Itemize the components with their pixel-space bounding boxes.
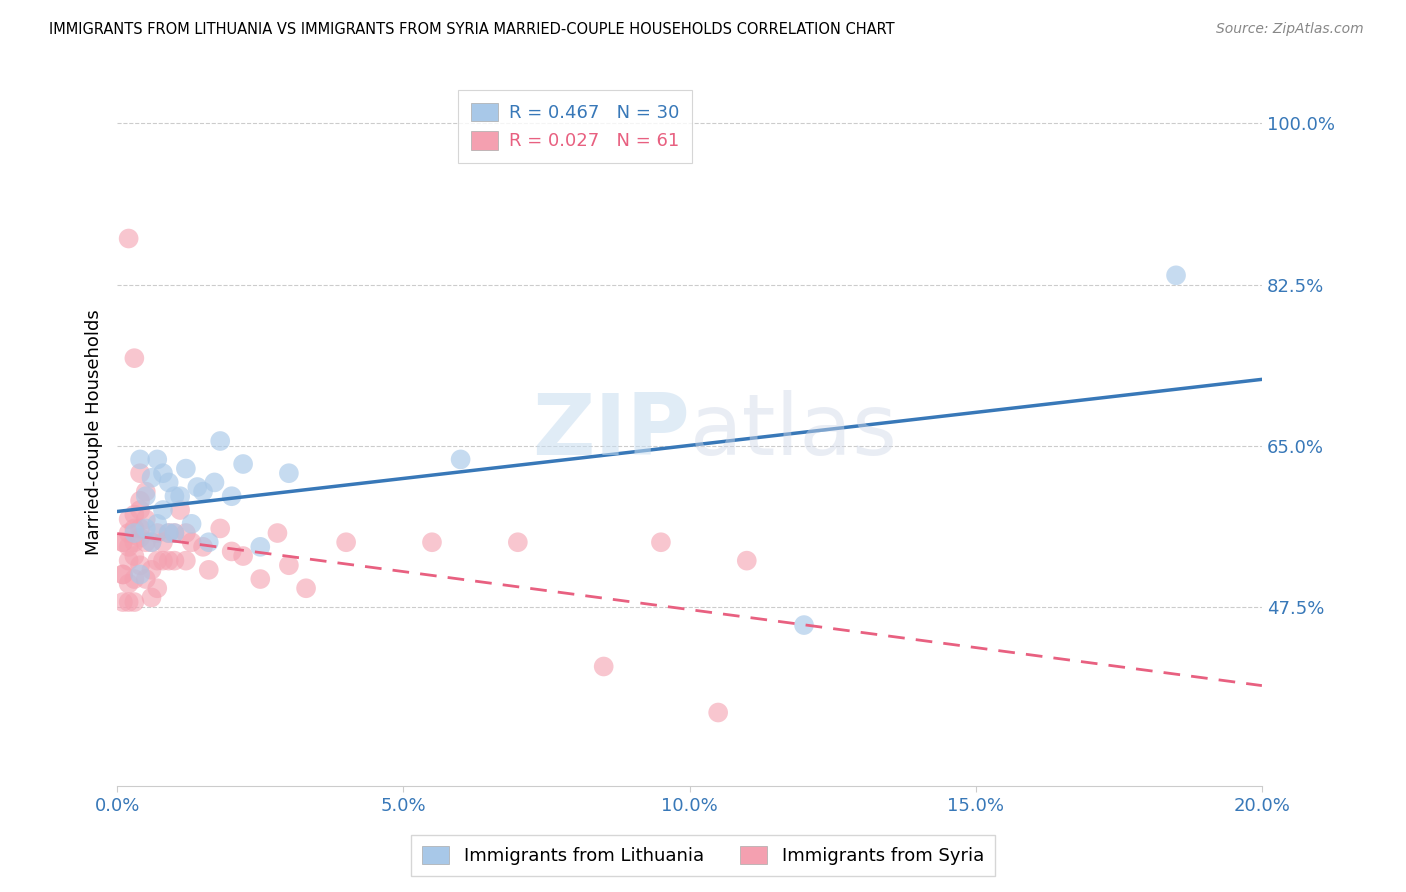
Point [232,549,254,563]
Point [506,535,529,549]
Point [146,516,169,531]
Point [141,471,163,485]
Point [266,526,288,541]
Point [221,489,243,503]
Point [117,576,139,591]
Point [124,549,146,563]
Point [129,567,152,582]
Point [157,526,180,541]
Point [169,503,191,517]
Point [129,493,152,508]
Point [111,567,134,582]
Point [129,467,152,481]
Point [117,554,139,568]
Point [221,544,243,558]
Point [135,535,157,549]
Point [117,512,139,526]
Point [124,572,146,586]
Point [793,618,815,632]
Point [163,554,186,568]
Point [335,535,357,549]
Point [197,563,219,577]
Point [277,558,299,573]
Point [124,535,146,549]
Point [163,489,186,503]
Point [135,521,157,535]
Point [124,526,146,541]
Point [191,484,214,499]
Point [141,563,163,577]
Point [124,508,146,522]
Point [232,457,254,471]
Text: ZIP: ZIP [531,391,689,474]
Point [169,489,191,503]
Point [163,526,186,541]
Legend: R = 0.467   N = 30, R = 0.027   N = 61: R = 0.467 N = 30, R = 0.027 N = 61 [458,90,692,163]
Point [135,484,157,499]
Point [146,581,169,595]
Legend: Immigrants from Lithuania, Immigrants from Syria: Immigrants from Lithuania, Immigrants fr… [412,835,994,876]
Point [117,595,139,609]
Point [135,512,157,526]
Point [249,540,271,554]
Point [174,526,197,541]
Point [129,452,152,467]
Point [124,521,146,535]
Point [111,595,134,609]
Point [117,526,139,541]
Point [209,521,232,535]
Point [295,581,318,595]
Y-axis label: Married-couple Households: Married-couple Households [86,309,103,555]
Point [180,516,202,531]
Point [157,526,180,541]
Point [135,489,157,503]
Point [186,480,208,494]
Text: atlas: atlas [689,391,897,474]
Point [129,531,152,545]
Point [197,535,219,549]
Point [111,567,134,582]
Point [111,535,134,549]
Point [249,572,271,586]
Point [141,535,163,549]
Point [157,554,180,568]
Point [141,591,163,605]
Point [204,475,226,490]
Point [152,554,174,568]
Point [450,452,472,467]
Point [650,535,672,549]
Point [1164,268,1187,283]
Point [174,461,197,475]
Text: Source: ZipAtlas.com: Source: ZipAtlas.com [1216,22,1364,37]
Point [152,535,174,549]
Point [174,554,197,568]
Point [277,467,299,481]
Point [420,535,443,549]
Point [146,554,169,568]
Point [111,535,134,549]
Point [129,503,152,517]
Point [163,526,186,541]
Point [592,659,614,673]
Point [152,503,174,517]
Point [735,554,758,568]
Point [124,595,146,609]
Point [152,467,174,481]
Point [146,452,169,467]
Point [124,351,146,366]
Point [146,526,169,541]
Point [129,558,152,573]
Point [180,535,202,549]
Point [135,572,157,586]
Point [191,540,214,554]
Point [707,706,730,720]
Point [209,434,232,448]
Text: IMMIGRANTS FROM LITHUANIA VS IMMIGRANTS FROM SYRIA MARRIED-COUPLE HOUSEHOLDS COR: IMMIGRANTS FROM LITHUANIA VS IMMIGRANTS … [49,22,894,37]
Point [117,540,139,554]
Point [157,475,180,490]
Point [141,535,163,549]
Point [117,231,139,245]
Point [129,521,152,535]
